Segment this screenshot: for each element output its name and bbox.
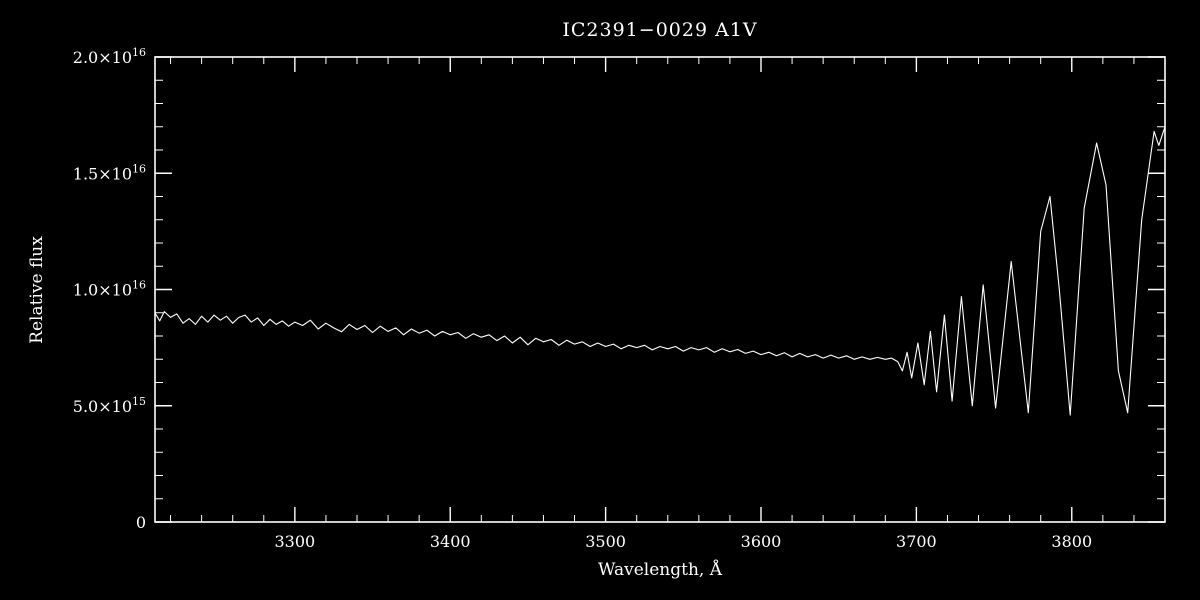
y-tick-label: 1.0×1016: [73, 279, 146, 300]
chart-title: IC2391−0029 A1V: [562, 19, 757, 41]
y-tick-label: 2.0×1016: [73, 46, 146, 67]
x-tick-label: 3400: [430, 532, 471, 551]
y-tick-label: 1.5×1016: [73, 162, 146, 183]
x-tick-label: 3700: [896, 532, 937, 551]
y-tick-label: 5.0×1015: [73, 395, 146, 416]
x-tick-label: 3500: [585, 532, 626, 551]
x-axis-label: Wavelength, Å: [598, 559, 723, 580]
y-axis-label: Relative flux: [27, 236, 47, 344]
x-tick-label: 3300: [274, 532, 315, 551]
y-tick-labels: 0 5.0×1015 1.0×1016 1.5×1016 2.0×1016: [73, 46, 146, 532]
x-tick-labels: 3300 3400 3500 3600 3700 3800: [274, 532, 1092, 551]
x-tick-label: 3600: [741, 532, 782, 551]
spectrum-line: [154, 126, 1166, 416]
axis-ticks: [155, 56, 1166, 523]
x-tick-label: 3800: [1051, 532, 1092, 551]
plot-frame: [154, 56, 1166, 523]
y-tick-label: 0: [136, 513, 146, 532]
